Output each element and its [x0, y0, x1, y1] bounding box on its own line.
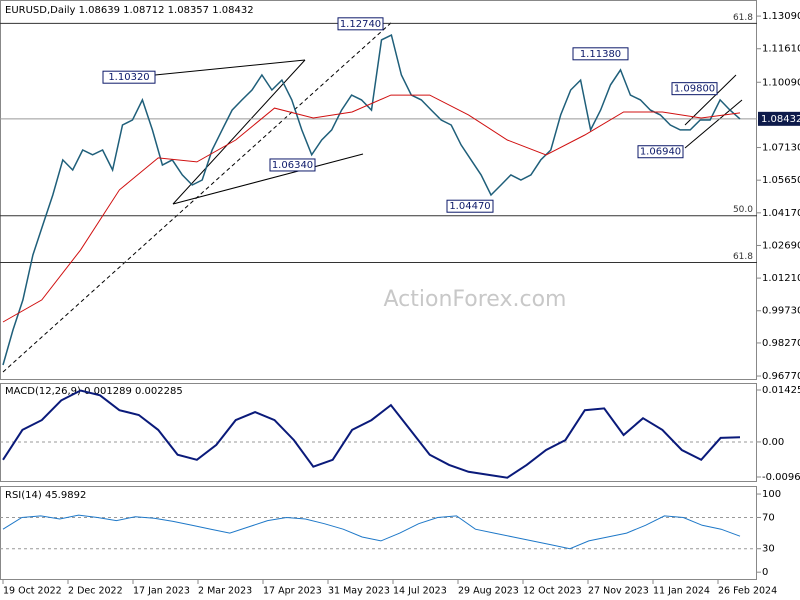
annotation-box	[671, 82, 718, 96]
y-tick-label: 1.13090	[762, 11, 800, 22]
x-tick-label: 17 Jan 2023	[133, 586, 190, 597]
y-tick-label: 0.00	[762, 437, 784, 448]
x-tick-label: 2 Dec 2022	[68, 586, 123, 597]
x-tick-label: 31 May 2023	[328, 586, 390, 597]
fib-level-label: 50.0	[733, 205, 753, 215]
y-tick-label: 1.07130	[762, 143, 800, 154]
current-price-label: 1.08432	[761, 114, 800, 125]
x-tick-label: 29 Aug 2023	[458, 586, 519, 597]
annotation-box	[269, 158, 316, 172]
trend-line	[684, 99, 743, 149]
y-tick-label: 1.11610	[762, 44, 800, 55]
rsi-line	[2, 514, 741, 550]
annotation-label: 1.06340	[272, 160, 313, 171]
price-line	[2, 94, 741, 323]
annotation-box	[446, 199, 494, 213]
watermark: ActionForex.com	[384, 287, 567, 312]
trend-line	[2, 21, 393, 373]
rsi-title: RSI(14) 45.9892	[5, 490, 86, 501]
x-tick-label: 12 Oct 2023	[523, 586, 582, 597]
y-tick-label: 30	[762, 544, 775, 555]
y-tick-label: 0	[762, 567, 768, 578]
x-tick-label: 11 Jan 2024	[653, 586, 710, 597]
annotation-label: 1.09800	[674, 84, 715, 95]
y-tick-label: -0.009617	[762, 472, 800, 483]
rsi-panel	[0, 486, 757, 580]
annotation-box	[637, 145, 684, 159]
y-tick-label: 100	[762, 489, 781, 500]
macd-line	[2, 389, 741, 479]
y-tick-label: 70	[762, 512, 775, 523]
trend-line	[172, 153, 364, 205]
y-tick-label: 1.04170	[762, 208, 800, 219]
trend-line	[154, 59, 306, 76]
y-tick-label: 0.99730	[762, 306, 800, 317]
y-tick-label: 0.96770	[762, 371, 800, 382]
trend-line	[172, 59, 306, 205]
price-line	[2, 34, 741, 366]
x-tick-label: 17 Apr 2023	[263, 586, 322, 597]
y-tick-label: 0.98270	[762, 338, 800, 349]
macd-panel	[0, 383, 757, 482]
annotation-label: 1.10320	[108, 72, 149, 83]
annotation-box	[102, 70, 156, 84]
chart-title: EURUSD,Daily 1.08639 1.08712 1.08357 1.0…	[5, 5, 254, 16]
x-tick-label: 27 Nov 2023	[588, 586, 649, 597]
fib-level-label: 61.8	[733, 13, 753, 23]
y-tick-label: 1.05650	[762, 175, 800, 186]
x-tick-label: 26 Feb 2024	[718, 586, 777, 597]
y-tick-label: 1.10090	[762, 77, 800, 88]
annotation-label: 1.04470	[449, 201, 490, 212]
x-tick-label: 2 Mar 2023	[198, 586, 252, 597]
annotation-label: 1.06940	[640, 147, 681, 158]
annotation-box	[337, 17, 384, 31]
x-tick-label: 14 Jul 2023	[393, 586, 447, 597]
x-tick-label: 19 Oct 2022	[3, 586, 62, 597]
annotation-label: 1.11380	[580, 49, 621, 60]
macd-title: MACD(12,26,9) 0.001289 0.002285	[5, 386, 183, 397]
current-price-box	[758, 111, 800, 126]
y-tick-label: 1.01210	[762, 273, 800, 284]
annotation-box	[572, 47, 629, 61]
price-panel	[0, 0, 757, 380]
annotation-label: 1.12740	[340, 19, 381, 30]
y-tick-label: 1.02690	[762, 240, 800, 251]
fib-level-label: 61.8	[733, 252, 753, 262]
y-tick-label: 0.014251	[762, 385, 800, 396]
